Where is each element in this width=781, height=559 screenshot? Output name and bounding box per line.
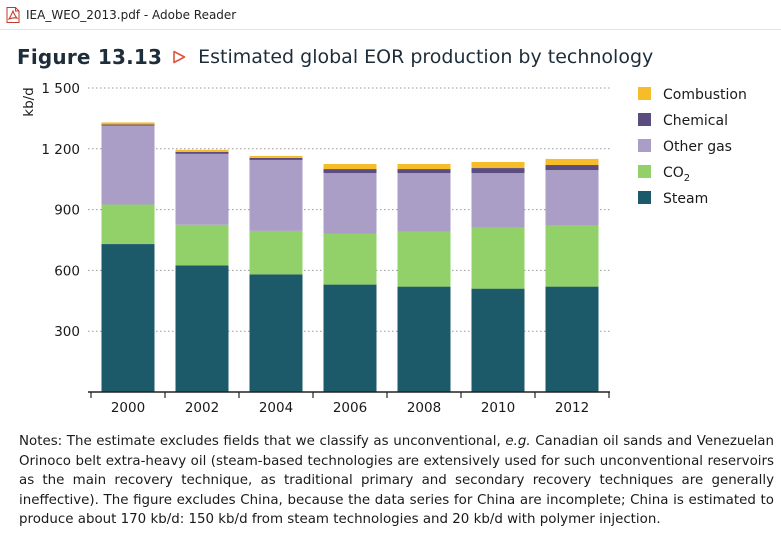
bar-segment-co2-2006 — [323, 233, 377, 285]
y-tick-label: 600 — [54, 263, 80, 279]
bar-segment-other-gas-2010 — [471, 173, 525, 228]
bar-segment-chemical-2002 — [175, 151, 229, 154]
bar-segment-other-gas-2012 — [545, 170, 599, 226]
bar-segment-chemical-2008 — [397, 169, 451, 174]
figure-heading: Figure 13.13 Estimated global EOR produc… — [17, 43, 653, 71]
y-tick-label: 300 — [54, 324, 80, 340]
bar-segment-other-gas-2004 — [249, 159, 303, 231]
bar-segment-chemical-2012 — [545, 165, 599, 171]
x-tick-label: 2012 — [555, 400, 589, 416]
bar-segment-combustion-2004 — [249, 155, 303, 158]
legend-label-chemical: Chemical — [663, 113, 728, 129]
pdf-file-icon — [6, 6, 20, 23]
bar-segment-combustion-2002 — [175, 149, 229, 152]
notes-text-b: Canadian oil sands and Venezuelan Orinoc… — [19, 434, 774, 528]
bar-segment-steam-2002 — [175, 265, 229, 392]
legend-label-co2: CO2 — [663, 165, 690, 184]
legend-swatch-chemical — [638, 113, 651, 126]
x-tick-label: 2000 — [111, 400, 145, 416]
legend-swatch-other-gas — [638, 139, 651, 152]
legend-swatch-combustion — [638, 87, 651, 100]
bar-segment-chemical-2000 — [101, 124, 155, 126]
bar-segment-steam-2010 — [471, 288, 525, 392]
legend-label-steam: Steam — [663, 191, 708, 207]
notes-text-a: Notes: The estimate excludes fields that… — [19, 434, 506, 449]
bar-segment-other-gas-2006 — [323, 173, 377, 234]
bar-segment-other-gas-2008 — [397, 173, 451, 232]
x-tick-label: 2002 — [185, 400, 219, 416]
x-tick-label: 2010 — [481, 400, 515, 416]
window-title: IEA_WEO_2013.pdf - Adobe Reader — [26, 7, 237, 22]
bar-segment-co2-2000 — [101, 204, 155, 245]
bar-segment-steam-2004 — [249, 274, 303, 392]
legend-label-other-gas: Other gas — [663, 139, 732, 155]
bar-segment-co2-2004 — [249, 230, 303, 275]
y-tick-label: 900 — [54, 203, 80, 219]
bar-segment-steam-2008 — [397, 286, 451, 392]
bar-segment-other-gas-2002 — [175, 153, 229, 225]
x-tick-label: 2006 — [333, 400, 367, 416]
legend-label-combustion: Combustion — [663, 87, 747, 103]
bar-segment-co2-2008 — [397, 231, 451, 287]
bar-segment-other-gas-2000 — [101, 125, 155, 205]
bar-segment-combustion-2012 — [545, 158, 599, 166]
bar-segment-co2-2012 — [545, 225, 599, 287]
triangle-right-icon — [172, 50, 186, 64]
x-tick-label: 2008 — [407, 400, 441, 416]
legend-swatch-co2 — [638, 165, 651, 178]
y-axis-label: kb/d — [21, 87, 37, 117]
notes-eg: e.g. — [505, 434, 531, 449]
bar-segment-chemical-2006 — [323, 169, 377, 174]
co2-subscript: 2 — [684, 173, 690, 184]
bar-segment-chemical-2010 — [471, 168, 525, 174]
x-tick-label: 2004 — [259, 400, 293, 416]
figure-notes: Notes: The estimate excludes fields that… — [19, 432, 774, 530]
bar-segment-co2-2010 — [471, 227, 525, 289]
y-tick-label: 1 500 — [41, 81, 80, 97]
bar-segment-steam-2012 — [545, 286, 599, 392]
bar-segment-combustion-2008 — [397, 164, 451, 170]
bar-segment-chemical-2004 — [249, 157, 303, 160]
bar-segment-combustion-2000 — [101, 122, 155, 125]
bar-segment-combustion-2010 — [471, 161, 525, 169]
bar-segment-combustion-2006 — [323, 164, 377, 170]
figure-label: Figure 13.13 — [17, 45, 163, 69]
bar-segment-steam-2006 — [323, 284, 377, 392]
bar-segment-steam-2000 — [101, 244, 155, 392]
window-titlebar: IEA_WEO_2013.pdf - Adobe Reader — [0, 0, 781, 30]
y-tick-label: 1 200 — [41, 142, 80, 158]
figure-title: Estimated global EOR production by techn… — [198, 46, 654, 68]
legend-swatch-steam — [638, 191, 651, 204]
bar-segment-co2-2002 — [175, 224, 229, 266]
